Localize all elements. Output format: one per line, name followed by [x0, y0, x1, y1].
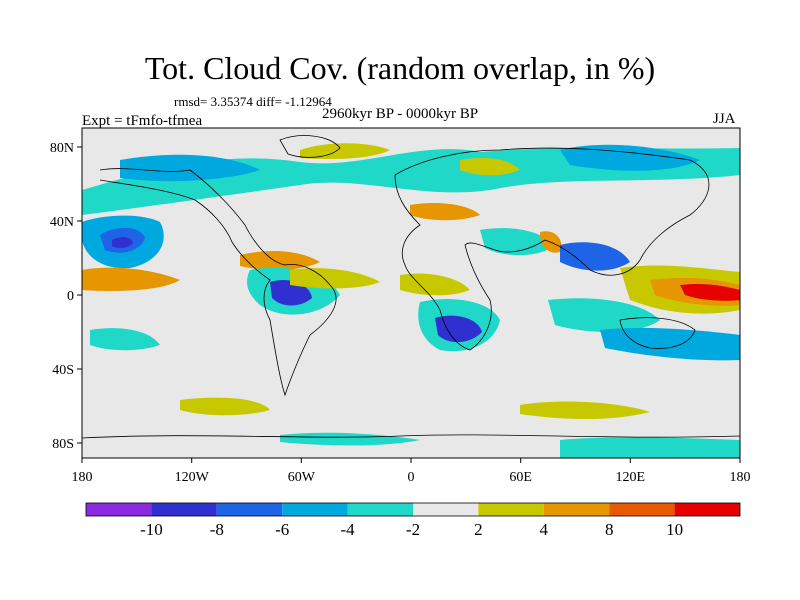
colorbar-label: 4 — [540, 520, 549, 539]
anomaly-field — [82, 128, 740, 458]
anomaly-patch — [548, 298, 660, 332]
colorbar-swatch — [282, 503, 348, 516]
colorbar-swatch — [86, 503, 152, 516]
colorbar-label: -2 — [406, 520, 420, 539]
colorbar-label: 8 — [605, 520, 614, 539]
experiment-label: Expt = tFmfo-tfmea — [82, 113, 203, 129]
anomaly-patch — [120, 154, 260, 182]
x-tick-label: 180 — [730, 470, 751, 485]
anomaly-patch — [280, 432, 420, 446]
anomaly-patch — [460, 158, 520, 176]
colorbar-swatch — [347, 503, 413, 516]
anomaly-patch — [435, 315, 482, 343]
x-tick-label: 0 — [408, 470, 415, 485]
colorbar: -10 -8 -6 -4 -2 2 4 8 10 — [85, 502, 741, 539]
x-axis: 180 120W 60W 0 60E 120E 180 — [72, 458, 751, 485]
anomaly-patch — [300, 143, 390, 160]
y-axis: 80N 40N 0 40S 80S — [50, 141, 82, 452]
colorbar-label: 2 — [474, 520, 483, 539]
y-tick-label: 40N — [50, 215, 74, 230]
anomaly-patch — [82, 267, 180, 291]
colorbar-label: -10 — [140, 520, 163, 539]
anomaly-patch — [290, 268, 380, 289]
colorbar-label: 10 — [666, 520, 683, 539]
anomaly-patch — [480, 228, 555, 256]
colorbar-frame — [85, 502, 741, 517]
colorbar-swatch — [413, 503, 479, 516]
colorbar-swatch — [609, 503, 675, 516]
stats-label: rmsd= 3.35374 diff= -1.12964 — [174, 94, 332, 109]
anomaly-patch — [180, 397, 270, 416]
anomaly-patch — [112, 237, 133, 248]
colorbar-label: -4 — [341, 520, 356, 539]
x-tick-label: 120W — [175, 470, 210, 485]
australia-coast — [619, 317, 696, 349]
americas-coast — [99, 168, 337, 397]
y-tick-label: 0 — [67, 289, 74, 304]
anomaly-patch — [560, 437, 740, 458]
colorbar-swatch — [478, 503, 544, 516]
x-tick-label: 120E — [616, 470, 646, 485]
colorbar-swatch — [543, 503, 610, 516]
colorbar-label: -8 — [210, 520, 224, 539]
y-tick-label: 80S — [52, 437, 74, 452]
anomaly-patch — [680, 283, 740, 301]
chart-title: Tot. Cloud Cov. (random overlap, in %) — [144, 50, 656, 86]
colorbar-swatch — [674, 503, 740, 516]
antarctica-coast — [82, 434, 740, 439]
x-tick-label: 60E — [509, 470, 532, 485]
anomaly-patch — [90, 328, 160, 351]
y-tick-label: 40S — [52, 363, 74, 378]
colorbar-swatch — [216, 503, 283, 516]
period-label: 2960kyr BP - 0000kyr BP — [322, 106, 479, 122]
anomaly-patch — [560, 242, 630, 271]
colorbar-swatch — [151, 503, 217, 516]
anomaly-patch — [410, 203, 480, 221]
anomaly-patch — [400, 273, 470, 296]
coastlines — [82, 135, 740, 439]
x-tick-label: 60W — [288, 470, 316, 485]
greenland-coast — [279, 135, 341, 158]
eurasia-africa-coast — [394, 147, 710, 351]
anomaly-patch — [520, 401, 650, 419]
colorbar-label: -6 — [275, 520, 289, 539]
y-tick-label: 80N — [50, 141, 74, 156]
anomaly-patch — [600, 327, 740, 361]
anomaly-patch — [560, 144, 700, 171]
x-tick-label: 180 — [72, 470, 93, 485]
season-label: JJA — [713, 111, 736, 127]
